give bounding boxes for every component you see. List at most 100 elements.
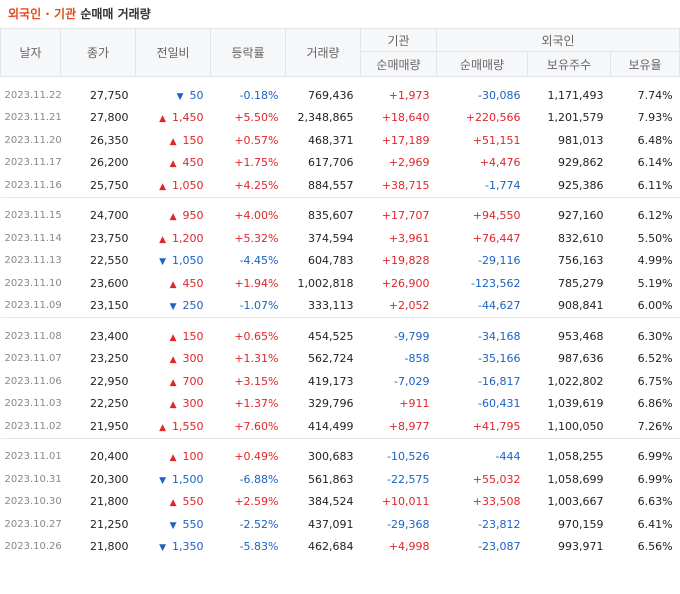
rate-cell: -6.88%: [239, 472, 279, 486]
change-cell: ▲ 1,050: [136, 174, 211, 197]
rate-cell: +4.00%: [234, 209, 279, 223]
ratio-cell: 6.52%: [637, 352, 673, 366]
change-cell: ▲ 300: [136, 348, 211, 371]
change-value: 550: [182, 495, 204, 509]
rate-cell: +1.94%: [234, 276, 279, 290]
close-cell: 25,750: [90, 178, 129, 192]
ratio-cell: 5.19%: [637, 276, 673, 290]
triangle-up-icon: ▲: [159, 234, 166, 245]
volume-cell: 561,863: [308, 472, 354, 486]
triangle-up-icon: ▲: [169, 355, 177, 366]
date-cell: 2023.11.08: [4, 330, 62, 342]
inst-net-cell: +26,900: [381, 276, 430, 290]
rate-cell: +0.57%: [234, 133, 279, 147]
change-cell: ▼ 1,500: [136, 468, 211, 491]
rate-cell: +1.37%: [234, 397, 279, 411]
holdings-cell: 1,201,579: [547, 111, 604, 125]
close-cell: 23,150: [90, 299, 129, 313]
ratio-cell: 6.00%: [637, 299, 673, 313]
date-cell: 2023.11.10: [4, 277, 62, 289]
date-cell: 2023.11.07: [4, 353, 62, 365]
holdings-cell: 981,013: [558, 133, 604, 147]
change-value: 150: [182, 133, 204, 147]
inst-net-cell: -858: [404, 352, 430, 366]
close-cell: 22,250: [90, 397, 129, 411]
date-cell: 2023.11.01: [4, 451, 62, 463]
triangle-down-icon: ▼: [159, 475, 166, 486]
holdings-cell: 1,058,255: [547, 450, 604, 464]
inst-net-cell: -10,526: [387, 450, 430, 464]
foreign-net-cell: +51,151: [472, 133, 521, 147]
holdings-cell: 785,279: [558, 276, 604, 290]
inst-net-cell: +10,011: [381, 495, 430, 509]
close-cell: 20,300: [90, 472, 129, 486]
change-cell: ▼ 1,050: [136, 250, 211, 273]
close-cell: 22,550: [90, 254, 129, 268]
foreign-net-cell: +55,032: [472, 472, 521, 486]
table-row: 2023.11.08 23,400 ▲ 150 +0.65% 454,525 -9,799 -…: [1, 325, 680, 348]
volume-cell: 769,436: [308, 88, 354, 102]
ratio-cell: 5.50%: [637, 231, 673, 245]
table-row: 2023.11.03 22,250 ▲ 300 +1.37% 329,796 +911 -60…: [1, 393, 680, 416]
inst-net-cell: +17,707: [381, 209, 430, 223]
table-row: 2023.11.15 24,700 ▲ 950 +4.00% 835,607 +17,707…: [1, 205, 680, 228]
change-cell: ▲ 300: [136, 393, 211, 416]
volume-cell: 617,706: [308, 156, 354, 170]
close-cell: 23,250: [90, 352, 129, 366]
inst-net-cell: +4,998: [388, 540, 430, 554]
title-foreign-institution: 외국인 · 기관: [8, 7, 77, 21]
change-value: 950: [182, 209, 204, 223]
table-body: 2023.11.22 27,750 ▼ 50 -0.18% 769,436 +1,973 -3…: [0, 77, 680, 559]
inst-net-cell: +8,977: [388, 419, 430, 433]
date-cell: 2023.11.06: [4, 375, 62, 387]
change-cell: ▼ 550: [136, 513, 211, 536]
title-net-trading-volume: 순매매 거래량: [80, 7, 151, 21]
triangle-up-icon: ▲: [159, 181, 166, 192]
header-volume: 거래량: [285, 28, 361, 77]
ratio-cell: 7.26%: [637, 419, 673, 433]
inst-net-cell: +2,969: [388, 156, 430, 170]
foreign-net-cell: +76,447: [472, 231, 521, 245]
change-value: 700: [182, 374, 204, 388]
holdings-cell: 970,159: [558, 517, 604, 531]
change-value: 100: [182, 450, 204, 464]
foreign-net-cell: -16,817: [478, 374, 521, 388]
foreign-net-cell: -30,086: [478, 88, 521, 102]
header-close: 종가: [60, 28, 136, 77]
holdings-cell: 925,386: [558, 178, 604, 192]
ratio-cell: 6.99%: [637, 472, 673, 486]
foreign-net-cell: -123,562: [471, 276, 521, 290]
table-row: 2023.11.09 23,150 ▼ 250 -1.07% 333,113 +2,052 -…: [1, 295, 680, 318]
close-cell: 26,350: [90, 133, 129, 147]
close-cell: 24,700: [90, 209, 129, 223]
change-cell: ▲ 1,550: [136, 415, 211, 438]
rate-cell: -4.45%: [239, 254, 279, 268]
ratio-cell: 6.63%: [637, 495, 673, 509]
volume-cell: 333,113: [308, 299, 354, 313]
change-cell: ▼ 1,350: [136, 536, 211, 559]
ratio-cell: 6.12%: [637, 209, 673, 223]
volume-cell: 604,783: [308, 254, 354, 268]
triangle-up-icon: ▲: [159, 114, 166, 125]
close-cell: 20,400: [90, 450, 129, 464]
volume-cell: 374,594: [308, 231, 354, 245]
triangle-up-icon: ▲: [169, 453, 177, 464]
change-cell: ▲ 550: [136, 491, 211, 514]
inst-net-cell: +17,189: [381, 133, 430, 147]
foreign-net-cell: -44,627: [478, 299, 521, 313]
ratio-cell: 6.48%: [637, 133, 673, 147]
change-cell: ▲ 150: [136, 325, 211, 348]
header-change: 전일비: [135, 28, 211, 77]
header-inst-net: 순매매량: [360, 51, 437, 77]
rate-cell: +5.32%: [234, 231, 279, 245]
holdings-cell: 756,163: [558, 254, 604, 268]
inst-net-cell: +38,715: [381, 178, 430, 192]
date-cell: 2023.11.14: [4, 232, 62, 244]
change-cell: ▲ 1,450: [136, 107, 211, 130]
holdings-cell: 832,610: [558, 231, 604, 245]
triangle-up-icon: ▲: [169, 498, 177, 509]
triangle-up-icon: ▲: [169, 279, 177, 290]
ratio-cell: 6.30%: [637, 329, 673, 343]
rate-cell: -2.52%: [239, 517, 279, 531]
rate-cell: +4.25%: [234, 178, 279, 192]
